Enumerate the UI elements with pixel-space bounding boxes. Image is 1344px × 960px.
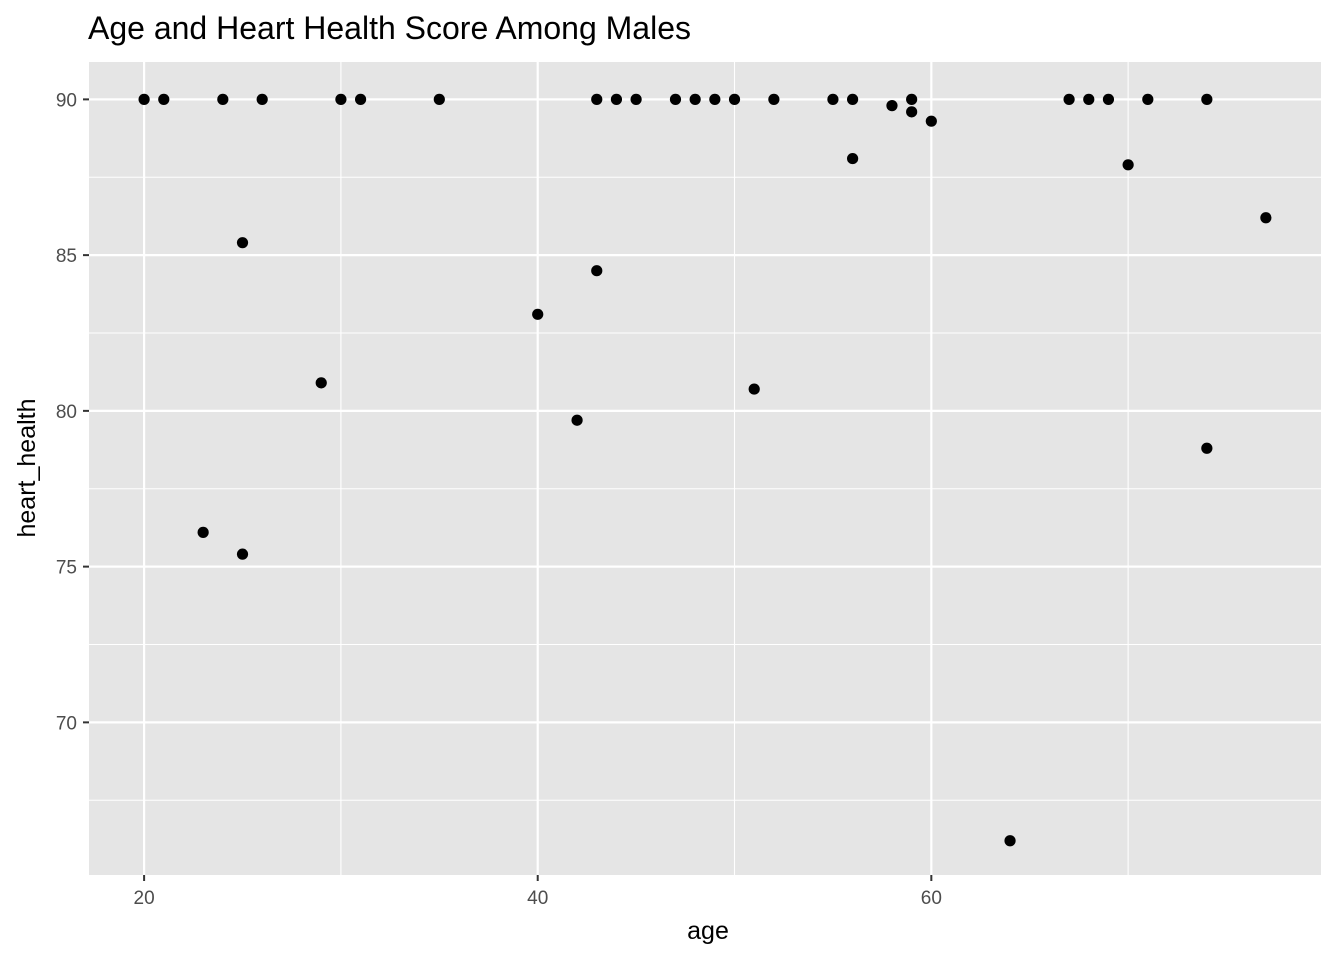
- scatter-point: [610, 93, 623, 105]
- scatter-point: [354, 93, 367, 105]
- y-tick-label: 75: [56, 558, 77, 579]
- scatter-point: [728, 93, 741, 105]
- scatter-point: [1122, 159, 1134, 171]
- scatter-point: [1063, 93, 1075, 105]
- x-tick-label: 60: [921, 888, 942, 909]
- scatter-point: [138, 93, 150, 105]
- scatter-point: [1142, 93, 1154, 105]
- major-gridlines: [89, 62, 1321, 875]
- chart-title: Age and Heart Health Score Among Males: [88, 10, 691, 46]
- x-axis-title: age: [687, 917, 729, 945]
- scatter-point: [748, 383, 760, 395]
- scatter-point: [669, 93, 682, 105]
- scatter-point: [689, 93, 701, 105]
- y-tick-label: 70: [56, 713, 77, 734]
- data-points: [138, 93, 1272, 847]
- scatter-point: [827, 93, 839, 105]
- scatter-point: [571, 414, 583, 426]
- scatter-point: [335, 93, 347, 105]
- scatter-point: [315, 377, 327, 389]
- scatter-point: [847, 152, 859, 165]
- x-tick-label: 20: [134, 888, 155, 909]
- scatter-point: [886, 100, 898, 112]
- y-tick-label: 90: [56, 90, 77, 111]
- scatter-point: [197, 526, 209, 538]
- scatter-point: [591, 265, 603, 277]
- scatter-point: [532, 308, 544, 320]
- scatter-point: [630, 93, 642, 105]
- scatter-point: [1201, 93, 1213, 105]
- scatter-point: [236, 548, 249, 560]
- scatter-point: [591, 93, 603, 105]
- x-tick-label: 40: [527, 888, 548, 909]
- scatter-point: [1260, 212, 1272, 224]
- x-axis-ticks: 20 40 60: [134, 875, 942, 909]
- y-tick-label: 85: [56, 246, 77, 267]
- scatter-point: [1083, 93, 1095, 105]
- scatter-point: [217, 93, 229, 105]
- scatter-point: [925, 115, 937, 127]
- scatter-point: [158, 93, 170, 105]
- y-axis-title: heart_health: [13, 398, 41, 537]
- scatter-point: [1201, 442, 1213, 454]
- scatter-point: [709, 93, 721, 105]
- scatter-point: [768, 93, 780, 105]
- scatter-point: [906, 106, 918, 118]
- scatter-point: [906, 93, 918, 105]
- plot-panel: [89, 62, 1321, 875]
- y-axis-ticks: 70 75 80 85 90: [56, 90, 89, 734]
- scatter-point: [433, 93, 445, 105]
- y-tick-label: 80: [56, 402, 77, 423]
- minor-gridlines: [89, 62, 1321, 875]
- scatter-point: [1102, 93, 1115, 105]
- scatter-point: [847, 93, 859, 105]
- scatter-point: [256, 93, 268, 105]
- scatter-point: [1004, 835, 1016, 847]
- scatter-point: [236, 237, 249, 249]
